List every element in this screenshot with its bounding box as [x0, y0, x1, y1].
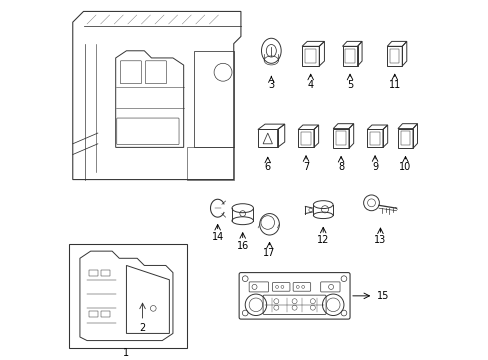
Text: 9: 9	[371, 162, 377, 172]
Text: 8: 8	[337, 162, 344, 172]
Text: 5: 5	[346, 80, 352, 90]
Text: 12: 12	[316, 235, 329, 246]
Text: 14: 14	[211, 232, 224, 242]
Text: 16: 16	[236, 241, 248, 251]
Text: 10: 10	[399, 162, 411, 172]
Text: 4: 4	[307, 80, 313, 90]
Text: 15: 15	[376, 291, 388, 301]
Text: 17: 17	[263, 248, 275, 258]
Text: 11: 11	[388, 80, 400, 90]
Text: 1: 1	[123, 348, 129, 358]
Text: 7: 7	[302, 162, 308, 172]
Text: 13: 13	[373, 235, 386, 246]
Text: 2: 2	[139, 323, 145, 333]
Text: 6: 6	[264, 162, 270, 172]
Text: 3: 3	[268, 80, 274, 90]
